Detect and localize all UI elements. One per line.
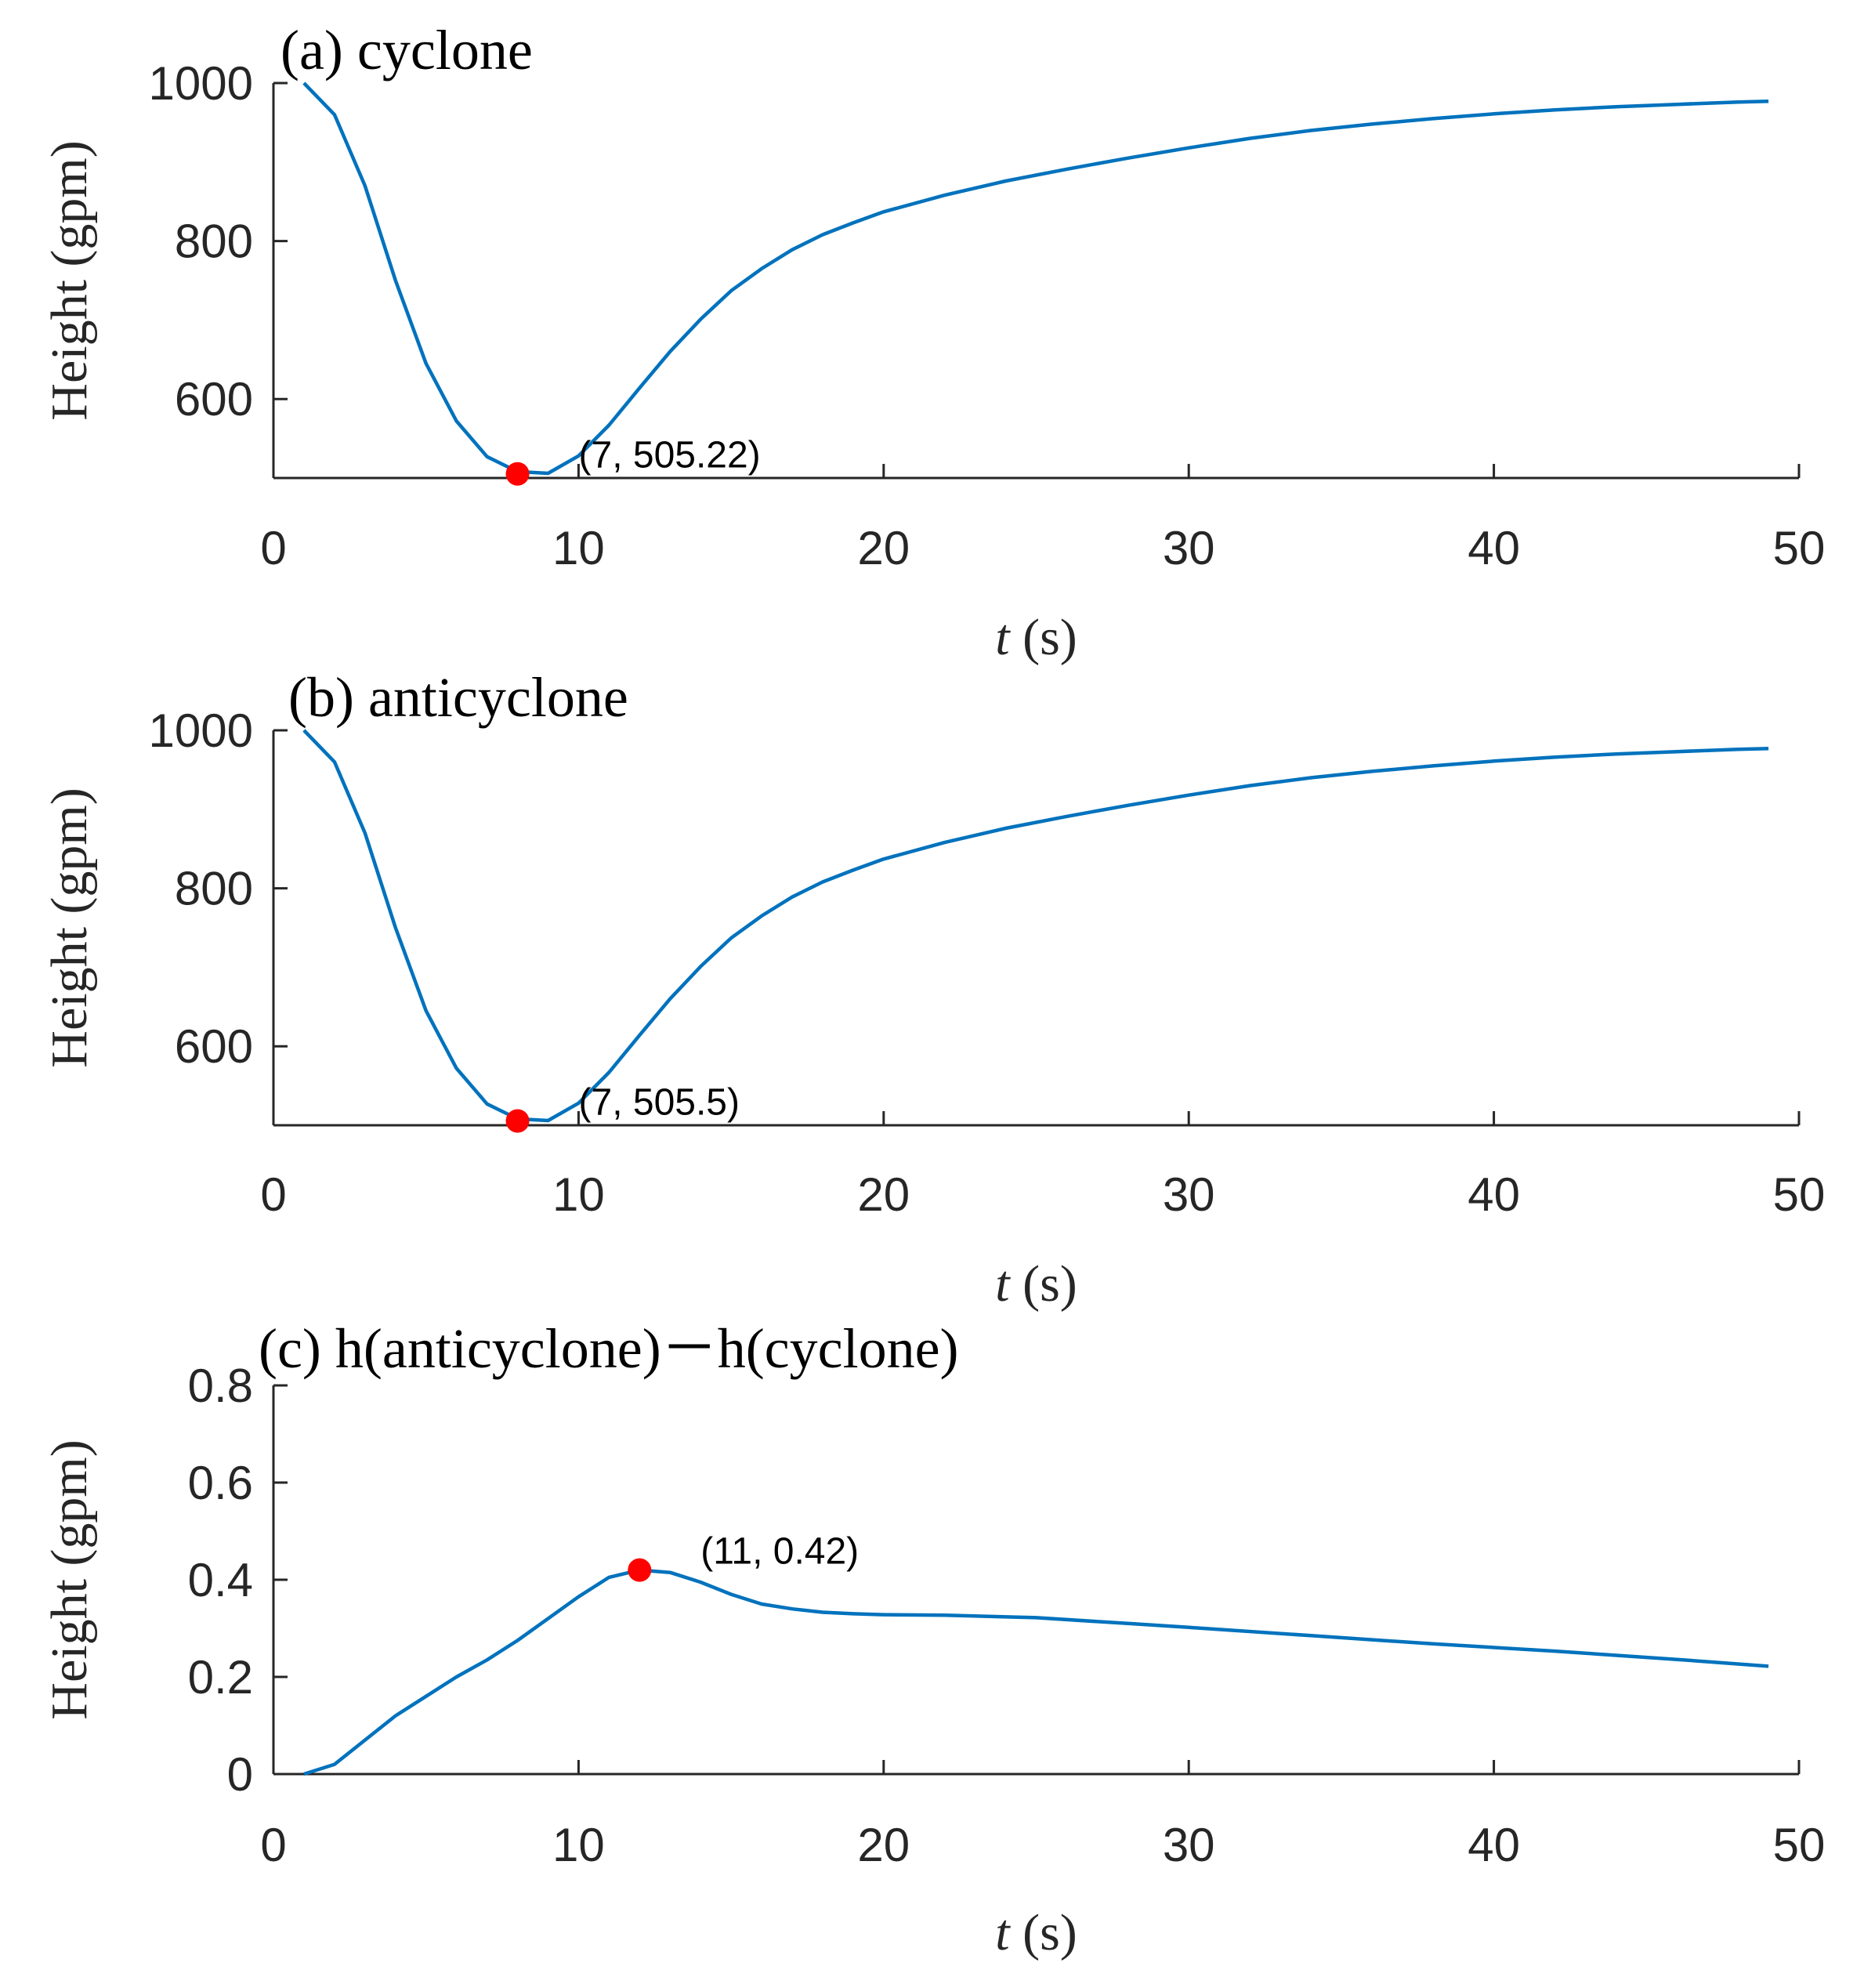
x-tick-label: 20 [857, 522, 910, 574]
x-tick-label: 50 [1773, 1819, 1826, 1871]
x-axis-variable: t [995, 1904, 1011, 1961]
y-tick-label: 0 [227, 1748, 253, 1801]
subplot-1: 0 10 20 30 40 50 600 800 1000 Height (gpm) t (s) (a… [41, 19, 1825, 666]
y-tick-label: 600 [175, 373, 253, 425]
highlight-marker [628, 1558, 652, 1582]
highlight-label: (11, 0.42) [700, 1531, 859, 1573]
series-line [302, 81, 1769, 476]
y-tick-label: 600 [175, 1020, 253, 1073]
x-tick-label: 0 [260, 1819, 286, 1871]
highlight-label: (7, 505.22) [579, 435, 761, 476]
x-tick-label: 10 [552, 522, 605, 574]
x-tick-label: 20 [857, 1819, 910, 1871]
series-line [302, 729, 1769, 1123]
series-line [303, 1568, 1769, 1776]
subplot-title: (b) anticyclone [288, 666, 628, 729]
y-axis-label: Height (gpm) [41, 788, 98, 1067]
highlight-marker [505, 462, 530, 486]
x-tick-label: 40 [1468, 1819, 1520, 1871]
y-axis-label: Height (gpm) [41, 140, 98, 420]
y-axis-label: Height (gpm) [41, 1439, 98, 1719]
y-tick-label: 0.6 [188, 1457, 253, 1509]
subplot-2: 0 10 20 30 40 50 600 800 1000 Height (gpm) t (s) (b… [41, 666, 1825, 1313]
subplot-3: 0 10 20 30 40 50 0 0.2 0.4 0.6 0.8 Height (gpm) t (s… [41, 1317, 1825, 1961]
subplot-title: (a) cyclone [281, 19, 533, 81]
y-tick-label: 0.8 [188, 1360, 253, 1412]
subplot-title: (c) h(anticyclone)－h(cyclone) [259, 1317, 959, 1380]
x-axis-unit: (s) [1010, 1255, 1077, 1313]
y-tick-label: 1000 [149, 704, 253, 757]
y-tick-label: 800 [175, 215, 253, 268]
x-tick-label: 50 [1773, 1168, 1826, 1221]
x-tick-label: 40 [1468, 1168, 1520, 1221]
x-axis-label: t (s) [995, 609, 1077, 666]
x-tick-label: 30 [1163, 522, 1215, 574]
highlight-marker [505, 1109, 530, 1133]
x-tick-label: 0 [260, 522, 286, 574]
x-axis-label: t (s) [995, 1255, 1077, 1313]
x-axis-label: t (s) [995, 1904, 1077, 1961]
x-tick-label: 20 [857, 1168, 910, 1221]
x-tick-label: 10 [552, 1819, 605, 1871]
y-tick-label: 0.4 [188, 1554, 253, 1606]
y-tick-label: 0.2 [188, 1651, 253, 1704]
x-axis-unit: (s) [1010, 1904, 1077, 1961]
y-tick-label: 1000 [149, 57, 253, 110]
highlight-label: (7, 505.5) [579, 1081, 740, 1123]
y-tick-label: 800 [175, 863, 253, 915]
x-axis-variable: t [995, 1255, 1011, 1313]
x-tick-label: 50 [1773, 522, 1826, 574]
x-tick-label: 30 [1163, 1168, 1215, 1221]
x-tick-label: 30 [1163, 1819, 1215, 1871]
x-axis-variable: t [995, 609, 1011, 666]
x-tick-label: 0 [260, 1168, 286, 1221]
x-tick-label: 10 [552, 1168, 605, 1221]
x-axis-unit: (s) [1010, 609, 1077, 666]
x-tick-label: 40 [1468, 522, 1520, 574]
